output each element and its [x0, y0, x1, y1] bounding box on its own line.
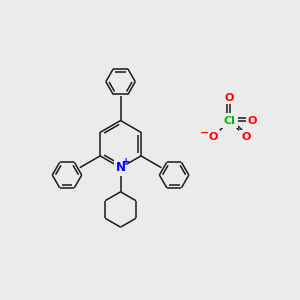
Text: −: −: [200, 128, 210, 138]
Text: O: O: [248, 116, 257, 126]
Text: N: N: [116, 161, 126, 174]
Text: Cl: Cl: [224, 116, 236, 126]
Text: O: O: [208, 132, 218, 142]
Text: +: +: [122, 158, 130, 167]
Text: O: O: [225, 93, 234, 103]
Text: O: O: [241, 132, 250, 142]
